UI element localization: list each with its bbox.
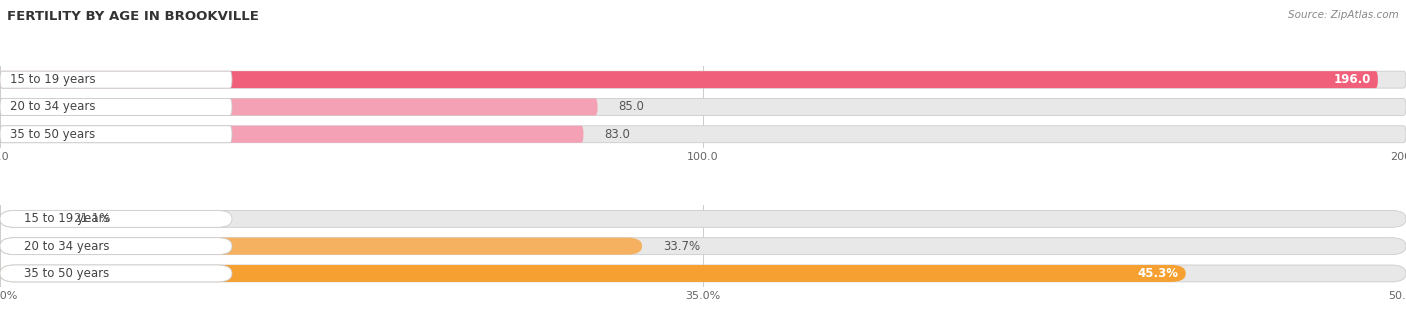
FancyBboxPatch shape [0, 265, 232, 282]
Text: 45.3%: 45.3% [1137, 267, 1178, 280]
Text: 33.7%: 33.7% [664, 240, 700, 253]
Text: 85.0: 85.0 [619, 100, 644, 114]
FancyBboxPatch shape [0, 71, 1406, 88]
FancyBboxPatch shape [0, 98, 232, 115]
Text: 20 to 34 years: 20 to 34 years [24, 240, 110, 253]
Text: 15 to 19 years: 15 to 19 years [10, 73, 96, 86]
Text: 20 to 34 years: 20 to 34 years [10, 100, 96, 114]
FancyBboxPatch shape [0, 238, 1406, 255]
Text: 196.0: 196.0 [1333, 73, 1371, 86]
Text: 83.0: 83.0 [605, 128, 630, 141]
FancyBboxPatch shape [0, 211, 52, 227]
FancyBboxPatch shape [0, 98, 1406, 115]
FancyBboxPatch shape [0, 126, 583, 143]
FancyBboxPatch shape [0, 211, 232, 227]
Text: 35 to 50 years: 35 to 50 years [24, 267, 110, 280]
Text: Source: ZipAtlas.com: Source: ZipAtlas.com [1288, 10, 1399, 20]
Text: 35 to 50 years: 35 to 50 years [10, 128, 94, 141]
FancyBboxPatch shape [0, 238, 232, 255]
FancyBboxPatch shape [0, 71, 232, 88]
FancyBboxPatch shape [0, 98, 598, 115]
FancyBboxPatch shape [0, 71, 1378, 88]
FancyBboxPatch shape [0, 126, 1406, 143]
Text: FERTILITY BY AGE IN BROOKVILLE: FERTILITY BY AGE IN BROOKVILLE [7, 10, 259, 23]
FancyBboxPatch shape [0, 211, 1406, 227]
FancyBboxPatch shape [0, 238, 643, 255]
FancyBboxPatch shape [0, 265, 1185, 282]
FancyBboxPatch shape [0, 126, 232, 143]
Text: 15 to 19 years: 15 to 19 years [24, 213, 110, 225]
Text: 21.1%: 21.1% [73, 213, 110, 225]
FancyBboxPatch shape [0, 265, 1406, 282]
